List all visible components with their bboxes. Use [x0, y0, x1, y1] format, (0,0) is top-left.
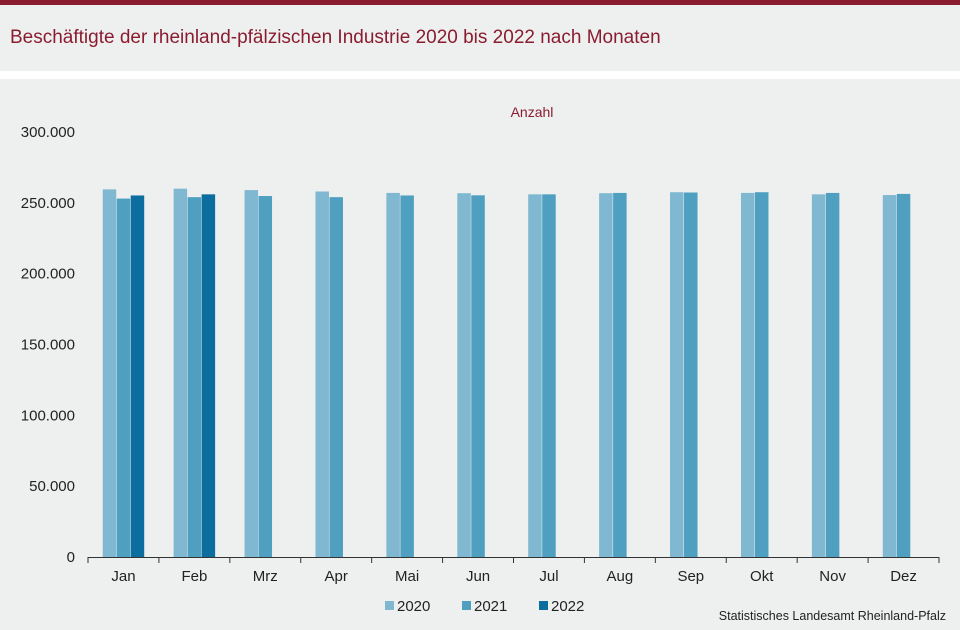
bar-jun-2021: [471, 195, 485, 557]
x-tick-label: Aug: [607, 568, 634, 585]
source-note: Statistisches Landesamt Rheinland-Pfalz: [718, 609, 946, 623]
x-tick-label: Mrz: [253, 568, 278, 585]
bar-apr-2020: [315, 191, 329, 557]
legend-label-2020: 2020: [397, 598, 430, 615]
title-band: [0, 5, 960, 71]
y-tick-label: 50.000: [29, 478, 75, 495]
x-tick-label: Dez: [890, 568, 917, 585]
bar-feb-2021: [187, 197, 202, 557]
bar-mrz-2020: [244, 190, 259, 558]
x-tick-label: Apr: [325, 568, 348, 585]
y-tick-label: 300.000: [21, 124, 75, 141]
bar-sep-2020: [670, 192, 684, 558]
bar-dez-2020: [882, 195, 897, 557]
bar-nov-2020: [811, 194, 826, 558]
x-axis: Jan Feb Mrz Apr Mai Jun Jul Aug Sep Okt Nov Dez: [87, 557, 940, 585]
bar-aug-2021: [613, 192, 627, 557]
bar-jan-2020: [102, 189, 117, 557]
top-accent-bar: [0, 0, 960, 5]
x-tick-label: Sep: [677, 568, 704, 585]
bar-feb-2020: [173, 188, 188, 557]
bar-sep-2021: [684, 192, 698, 557]
bar-feb-2022: [201, 194, 216, 558]
bars: [102, 188, 911, 558]
bar-jan-2022: [130, 195, 145, 557]
bar-jul-2021: [542, 194, 556, 558]
header-divider: [0, 71, 960, 79]
y-tick-label: 200.000: [21, 266, 75, 283]
page-title: Beschäftigte der rheinland-pfälzischen I…: [10, 27, 661, 48]
bar-mai-2020: [386, 192, 400, 557]
y-axis-label: Anzahl: [511, 104, 554, 120]
bar-nov-2021: [825, 192, 840, 557]
legend-swatch-2020: [385, 601, 394, 610]
x-tick-label: Feb: [181, 568, 207, 585]
x-tick-label: Jul: [539, 568, 558, 585]
bar-okt-2020: [740, 192, 755, 557]
legend-label-2021: 2021: [474, 598, 507, 615]
x-tick-label: Jun: [466, 568, 490, 585]
legend: 2020 2021 2022: [385, 598, 584, 615]
bar-dez-2021: [896, 193, 911, 558]
x-tick-label: Okt: [750, 568, 774, 585]
x-tick-label: Mai: [395, 568, 419, 585]
legend-swatch-2021: [462, 601, 471, 610]
y-tick-label: 250.000: [21, 195, 75, 212]
bar-jul-2020: [528, 194, 542, 558]
bar-mai-2021: [400, 195, 414, 557]
x-tick-label: Nov: [819, 568, 846, 585]
bar-mrz-2021: [258, 196, 273, 558]
bar-apr-2021: [329, 197, 343, 557]
legend-label-2022: 2022: [551, 598, 584, 615]
x-tick-label: Jan: [111, 568, 135, 585]
legend-swatch-2022: [539, 601, 548, 610]
y-tick-labels: 0 50.000 100.000 150.000 200.000 250.000 300.0…: [21, 124, 75, 566]
bar-jan-2021: [116, 198, 131, 558]
bar-jun-2020: [457, 193, 471, 557]
y-tick-label: 150.000: [21, 337, 75, 354]
bar-okt-2021: [754, 192, 769, 558]
y-tick-label: 0: [67, 549, 75, 566]
y-tick-label: 100.000: [21, 407, 75, 424]
bar-aug-2020: [599, 193, 613, 557]
